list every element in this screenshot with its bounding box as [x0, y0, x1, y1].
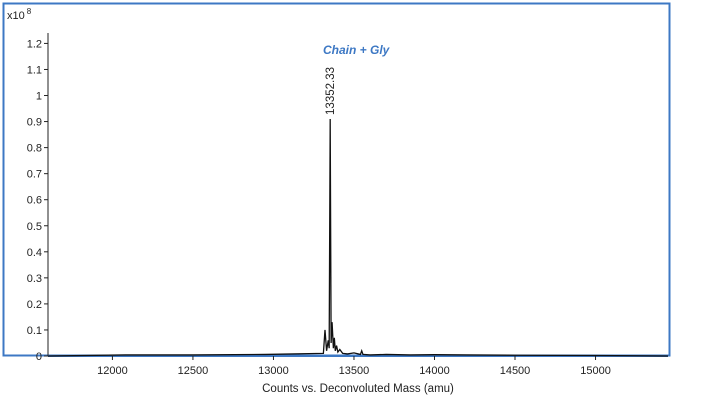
spectrum-trace	[47, 118, 669, 357]
x-tick-label: 13500	[339, 365, 370, 377]
plot-area: 13352.33 Chain + Gly	[47, 43, 669, 357]
y-tick-label: 1	[36, 91, 42, 103]
peak-mass-label: 13352.33	[325, 67, 337, 115]
x-tick-label: 12000	[97, 365, 128, 377]
x-tick-label: 14000	[419, 365, 450, 377]
y-tick-label: 1.1	[27, 64, 42, 76]
y-tick-label: 0.2	[27, 299, 42, 311]
y-ticks: 0 0.1 0.2 0.3 0.4 0.5 0.6 0.7 0.8 0.9 1 1.1 1.2	[27, 38, 48, 363]
y-tick-label: 0.5	[27, 221, 42, 233]
x-ticks: 12000 12500 13000 13500 14000 14500 15000	[97, 356, 611, 377]
y-tick-label: 0.9	[27, 117, 42, 129]
y-exponent-label: x10 8	[7, 7, 32, 22]
y-tick-label: 0.7	[27, 169, 42, 181]
x-tick-label: 13000	[258, 365, 289, 377]
y-tick-label: 0.1	[27, 325, 42, 337]
x-tick-label: 12500	[178, 365, 209, 377]
y-tick-label: 0.4	[27, 247, 42, 259]
x-tick-label: 15000	[580, 365, 611, 377]
peak-annotation: Chain + Gly	[323, 43, 391, 57]
y-tick-label: 0	[36, 351, 42, 363]
x-axis-title: Counts vs. Deconvoluted Mass (amu)	[262, 383, 454, 395]
y-tick-label: 0.3	[27, 273, 42, 285]
x-tick-label: 14500	[500, 365, 531, 377]
y-tick-label: 1.2	[27, 38, 42, 50]
y-tick-label: 0.8	[27, 143, 42, 155]
y-tick-label: 0.6	[27, 195, 42, 207]
